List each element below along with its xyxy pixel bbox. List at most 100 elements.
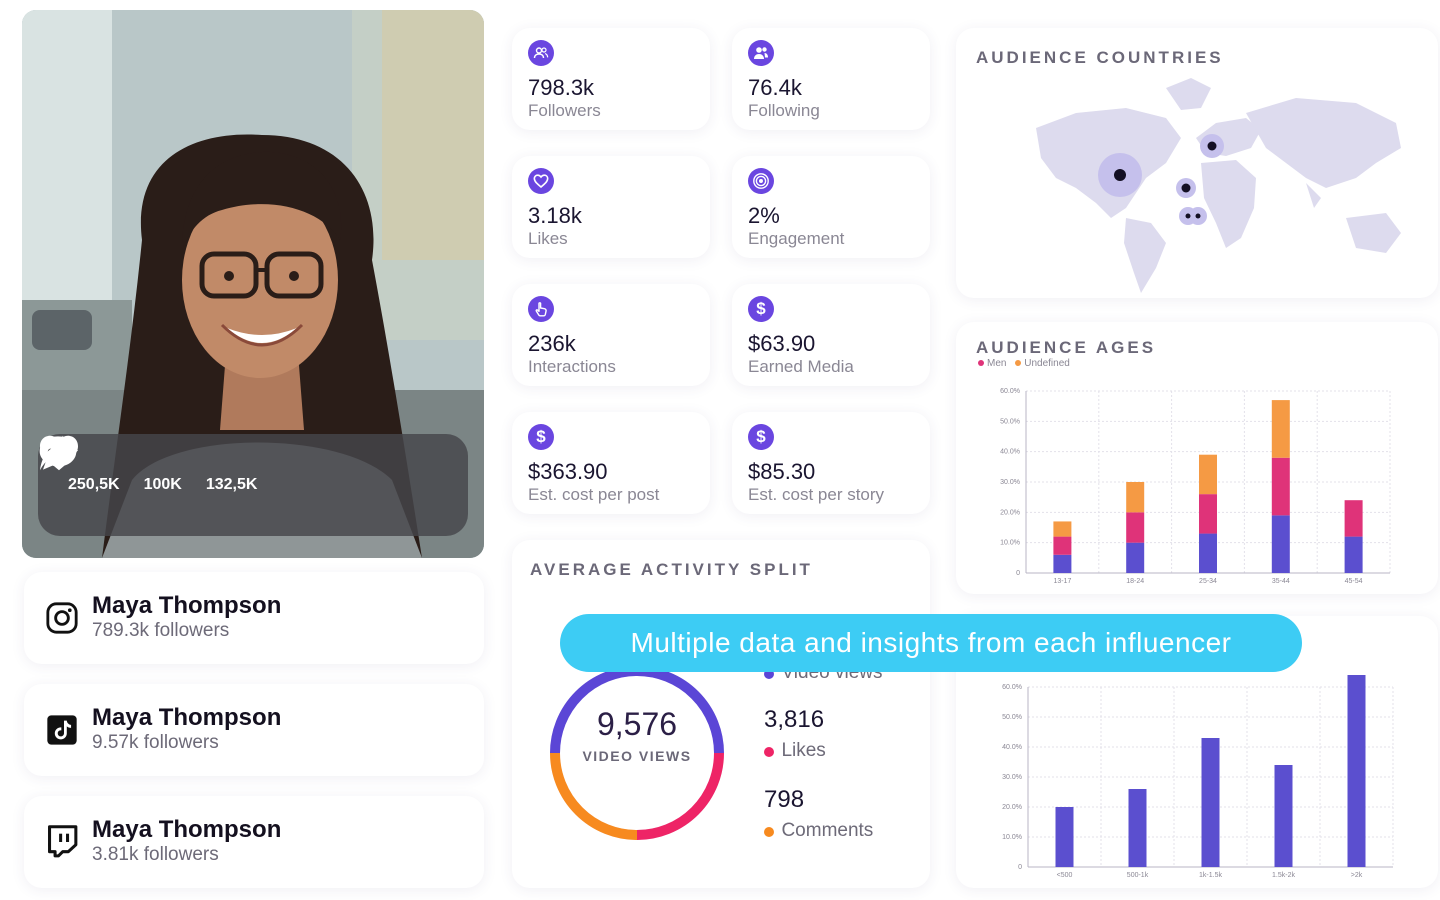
y-tick-label: 60.0% [1002,684,1022,691]
bar-segment [1271,515,1290,573]
audience-ages-chart: 0 10.0% 20.0% 30.0% 40.0% 50.0% 60.0% 13-17 18-2… [1000,388,1391,585]
y-tick-label: 0 [1016,570,1020,577]
y-tick-label: 40.0% [1000,449,1020,456]
stat-cost-per-story: $ $85.30 Est. cost per story [732,412,930,514]
stat-value: 236k [528,331,576,356]
europe-marker [1207,141,1217,151]
africa-marker-1 [1185,213,1191,219]
account-name: Maya Thompson [92,816,282,843]
shares-reaction[interactable]: 132,5K [40,435,258,494]
likes-count: 250,5K [68,476,120,493]
stat-value: 76.4k [748,75,802,100]
account-name: Maya Thompson [92,592,282,619]
world-map [1036,78,1401,293]
stat-value: $85.30 [748,459,816,484]
y-tick-label: 20.0% [1002,804,1022,811]
stat-label: Likes [528,229,568,248]
likes-dot [764,746,774,757]
stat-label: Following [748,101,820,120]
bar-segment [1199,494,1217,534]
heart-icon [528,168,554,194]
comments-value: 798 [764,786,805,813]
legend-men-dot [978,360,984,367]
dollar-icon: $ [748,296,774,322]
likes-reaction[interactable]: 250,5K [40,435,120,494]
x-tick-label: 500-1k [1127,872,1149,879]
stat-following: 76.4k Following [732,28,930,130]
donut-comments [550,752,638,840]
legend-label: Likes [781,740,826,761]
reactions-bar: 250,5K 100K 132,5K [38,434,468,536]
influencer-photo: 250,5K 100K 132,5K [22,10,484,558]
insights-banner: Multiple data and insights from each inf… [560,614,1302,672]
donut-center-label: VIDEO VIEWS [582,748,692,764]
comments-count: 100K [143,476,182,493]
y-tick-label: 50.0% [1000,418,1020,425]
stat-label: Est. cost per story [748,485,885,504]
stat-followers: 798.3k Followers [512,28,710,130]
y-tick-label: 20.0% [1000,509,1020,516]
audience-ages-card: AUDIENCE AGES Men Undefined 0 10.0% 20.0% 3… [956,322,1438,594]
bar-segment [1271,457,1290,516]
bar-segment [1126,542,1145,573]
stat-cost-per-post: $ $363.90 Est. cost per post [512,412,710,514]
instagram-icon [44,600,80,636]
y-tick-label: 0 [1018,864,1022,871]
comments-reaction[interactable]: 100K [39,436,182,494]
bar-segment [1344,500,1363,537]
social-account-twitch[interactable]: Maya Thompson 3.81k followers [24,796,484,888]
x-tick-label: 1k-1.5k [1199,872,1222,879]
x-tick-label: 13-17 [1053,578,1071,585]
legend-label: Comments [781,820,874,841]
x-tick-label: >2k [1351,872,1363,879]
stat-value: 798.3k [528,75,595,100]
tap-icon [528,296,554,322]
x-tick-label: 1.5k-2k [1272,872,1295,879]
social-account-tiktok[interactable]: Maya Thompson 9.57k followers [24,684,484,776]
bar-segment [1274,765,1293,867]
bar-segment [1126,482,1145,513]
africa-marker-2 [1195,213,1201,219]
bar-segment [1344,536,1363,573]
stat-interactions: 236k Interactions [512,284,710,386]
stat-earned-media: $ $63.90 Earned Media [732,284,930,386]
bar-segment [1271,400,1290,458]
audience-ages-title: AUDIENCE AGES [976,338,1157,357]
share-icon [40,435,78,471]
dollar-icon: $ [748,424,774,450]
stat-value: $63.90 [748,331,816,356]
y-tick-label: 30.0% [1002,774,1022,781]
donut-likes [636,752,724,840]
tiktok-icon [44,712,80,748]
legend-undefined: Undefined [1024,358,1070,369]
audience-countries-title: AUDIENCE COUNTRIES [976,48,1224,67]
x-tick-label: 45-54 [1345,578,1363,585]
stat-label: Engagement [748,229,845,248]
shares-count: 132,5K [205,476,258,493]
likes-value: 3,816 [764,706,825,733]
legend-likes: 3,816 Likes [764,706,826,762]
activity-split-title: AVERAGE ACTIVITY SPLIT [530,560,813,579]
stat-value: 3.18k [528,203,582,228]
twitch-icon [44,824,80,860]
y-tick-label: 10.0% [1002,834,1022,841]
bar-segment [1199,454,1217,495]
west-africa-marker [1181,183,1191,193]
social-account-instagram[interactable]: Maya Thompson 789.3k followers [24,572,484,664]
bar-segment [1126,512,1145,543]
bar-segment [1199,533,1217,573]
y-tick-label: 50.0% [1002,714,1022,721]
donut-center-value: 9,576 [596,706,678,742]
stat-likes: 3.18k Likes [512,156,710,258]
target-icon [748,168,774,194]
north-america-marker [1114,169,1126,181]
account-followers: 789.3k followers [92,620,230,641]
stat-engagement: 2% Engagement [732,156,930,258]
activity-split-card: AVERAGE ACTIVITY SPLIT 9,576 VIDEO VIEWS… [512,540,930,888]
stat-label: Est. cost per post [528,485,660,504]
stat-value: 2% [748,203,780,228]
x-tick-label: 35-44 [1272,578,1290,585]
bar-segment [1201,738,1220,867]
donut-center: 9,576 VIDEO VIEWS [562,706,712,764]
x-tick-label: 25-34 [1199,578,1217,585]
